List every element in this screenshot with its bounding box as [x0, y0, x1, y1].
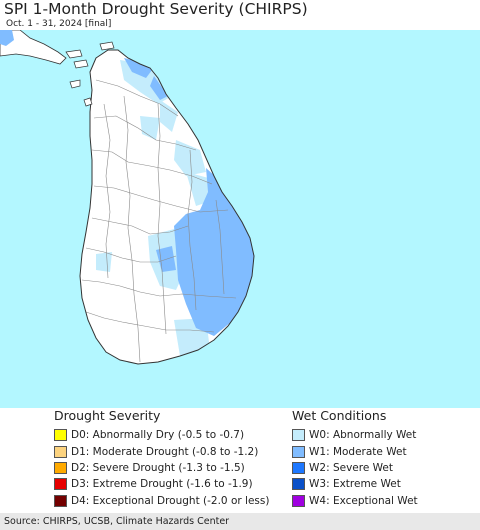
legend-label: D0: Abnormally Dry (-0.5 to -0.7)	[71, 429, 245, 442]
drought-legend-heading: Drought Severity	[54, 408, 161, 423]
north-islets	[65, 49, 83, 59]
wet-legend-heading: Wet Conditions	[292, 408, 387, 423]
legend-item-d0: D0: Abnormally Dry (-0.5 to -0.7)	[54, 427, 269, 443]
legend-label: D1: Moderate Drought (-0.8 to -1.2)	[71, 445, 259, 458]
legend-swatch	[292, 494, 305, 507]
wet-conditions-overlay	[96, 58, 254, 356]
legend-label: D2: Severe Drought (-1.3 to -1.5)	[71, 461, 245, 474]
legend: Drought Severity D0: Abnormally Dry (-0.…	[0, 408, 480, 512]
wet-legend: Wet Conditions W0: Abnormally Wet W1: Mo…	[292, 408, 418, 509]
source-footer: Source: CHIRPS, UCSB, Climate Hazards Ce…	[0, 513, 480, 530]
legend-item-w3: W3: Extreme Wet	[292, 476, 418, 492]
india-coast	[0, 30, 67, 65]
legend-item-d1: D1: Moderate Drought (-0.8 to -1.2)	[54, 443, 269, 459]
legend-label: W2: Severe Wet	[309, 461, 393, 474]
legend-item-w0: W0: Abnormally Wet	[292, 427, 418, 443]
map-title: SPI 1-Month Drought Severity (CHIRPS)	[4, 0, 308, 18]
legend-label: D4: Exceptional Drought (-2.0 or less)	[71, 494, 270, 507]
legend-item-w4: W4: Exceptional Wet	[292, 493, 418, 509]
india-wet-patch	[0, 30, 14, 46]
drought-legend: Drought Severity D0: Abnormally Dry (-0.…	[54, 408, 269, 509]
legend-label: W0: Abnormally Wet	[309, 429, 417, 442]
legend-swatch	[54, 461, 67, 474]
legend-swatch	[54, 494, 67, 507]
drought-map	[0, 30, 480, 408]
legend-swatch	[292, 478, 305, 491]
legend-label: W1: Moderate Wet	[309, 445, 407, 458]
legend-item-d4: D4: Exceptional Drought (-2.0 or less)	[54, 493, 269, 509]
legend-item-w1: W1: Moderate Wet	[292, 443, 418, 459]
legend-item-w2: W2: Severe Wet	[292, 460, 418, 476]
legend-label: D3: Extreme Drought (-1.6 to -1.9)	[71, 478, 253, 491]
legend-swatch	[54, 429, 67, 442]
legend-label: W3: Extreme Wet	[309, 478, 401, 491]
legend-swatch	[54, 478, 67, 491]
legend-swatch	[292, 461, 305, 474]
legend-swatch	[292, 445, 305, 458]
legend-item-d2: D2: Severe Drought (-1.3 to -1.5)	[54, 460, 269, 476]
map-subtitle: Oct. 1 - 31, 2024 [final]	[6, 19, 112, 29]
legend-label: W4: Exceptional Wet	[309, 494, 418, 507]
legend-swatch	[292, 429, 305, 442]
legend-swatch	[54, 445, 67, 458]
district-boundaries	[81, 79, 237, 363]
legend-item-d3: D3: Extreme Drought (-1.6 to -1.9)	[54, 476, 269, 492]
